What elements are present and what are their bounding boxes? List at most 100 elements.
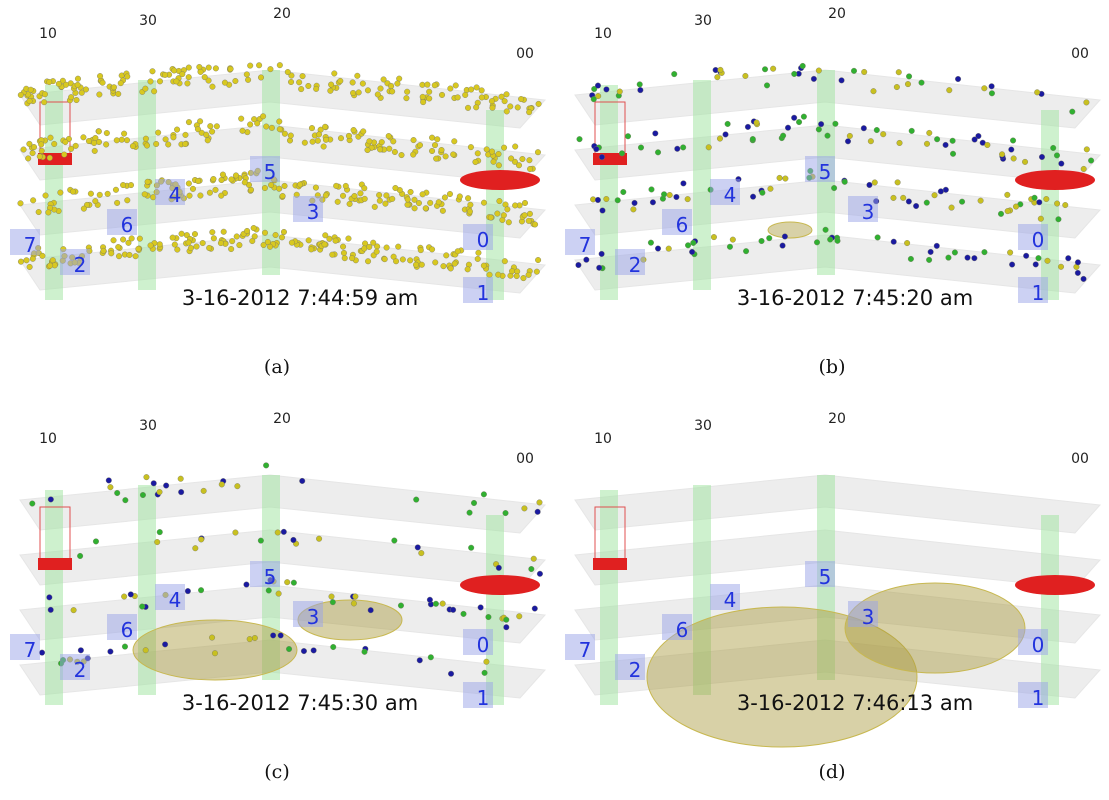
dot bbox=[346, 236, 352, 242]
dot bbox=[495, 211, 501, 217]
dot bbox=[106, 478, 112, 484]
dot bbox=[1069, 109, 1075, 115]
dot bbox=[68, 146, 74, 152]
dot bbox=[1081, 276, 1087, 282]
room-label: 4 bbox=[169, 588, 182, 612]
dot bbox=[310, 139, 316, 145]
dot bbox=[847, 133, 853, 139]
dot bbox=[932, 192, 938, 198]
dot bbox=[28, 87, 34, 93]
dot bbox=[750, 194, 756, 200]
dot bbox=[162, 72, 168, 78]
dot bbox=[41, 99, 47, 105]
dot bbox=[796, 119, 802, 125]
dot bbox=[262, 230, 268, 236]
dot bbox=[186, 181, 192, 187]
dot bbox=[121, 594, 127, 600]
dot bbox=[417, 142, 423, 148]
dot bbox=[105, 191, 111, 197]
dot bbox=[247, 122, 253, 128]
dot bbox=[91, 140, 97, 146]
dot bbox=[496, 565, 502, 571]
dot bbox=[389, 89, 395, 95]
dot bbox=[599, 251, 605, 257]
floor bbox=[575, 530, 1100, 588]
dot bbox=[900, 195, 906, 201]
dot bbox=[1032, 195, 1038, 201]
dot bbox=[450, 152, 456, 158]
dot bbox=[25, 156, 31, 162]
dot bbox=[96, 129, 102, 135]
dot bbox=[213, 187, 219, 193]
dot bbox=[186, 240, 192, 246]
dot bbox=[680, 145, 686, 151]
dot bbox=[467, 209, 473, 215]
dot bbox=[382, 256, 388, 262]
red-blob bbox=[38, 558, 72, 570]
dot bbox=[481, 492, 487, 498]
dot bbox=[352, 193, 358, 199]
dot bbox=[842, 179, 848, 185]
dot bbox=[891, 239, 897, 245]
dot bbox=[171, 135, 177, 141]
dot bbox=[143, 647, 149, 653]
dot bbox=[351, 601, 357, 607]
floor-label: 30 bbox=[694, 13, 712, 29]
room-label: 1 bbox=[477, 281, 490, 305]
dot bbox=[399, 152, 405, 158]
dot bbox=[392, 538, 398, 544]
dot bbox=[311, 648, 317, 654]
dot bbox=[144, 143, 150, 149]
dot bbox=[1054, 153, 1060, 159]
floor-label: 10 bbox=[39, 26, 57, 42]
dot bbox=[874, 127, 880, 133]
room-label: 7 bbox=[579, 233, 592, 257]
dot bbox=[211, 176, 217, 182]
dot bbox=[537, 571, 543, 577]
dot bbox=[323, 137, 329, 143]
dot bbox=[413, 262, 419, 268]
dot bbox=[465, 195, 471, 201]
dot bbox=[48, 607, 54, 613]
dot bbox=[386, 146, 392, 152]
dot bbox=[604, 196, 610, 202]
dot bbox=[140, 492, 146, 498]
dot bbox=[187, 193, 193, 199]
dot bbox=[145, 179, 151, 185]
dot bbox=[536, 101, 542, 107]
dot bbox=[365, 258, 371, 264]
dot bbox=[861, 69, 867, 75]
dot bbox=[785, 125, 791, 131]
dot bbox=[27, 141, 33, 147]
dot bbox=[108, 649, 114, 655]
dot bbox=[362, 649, 368, 655]
dot bbox=[244, 582, 250, 588]
dot bbox=[661, 191, 667, 197]
dot bbox=[455, 95, 461, 101]
dot bbox=[384, 245, 390, 251]
dot bbox=[405, 202, 411, 208]
dot bbox=[496, 162, 502, 168]
dot bbox=[433, 156, 439, 162]
dot bbox=[723, 132, 729, 138]
dot bbox=[690, 240, 696, 246]
dot bbox=[439, 92, 445, 98]
dot bbox=[457, 194, 463, 200]
dot bbox=[143, 136, 149, 142]
dot bbox=[210, 229, 216, 235]
column bbox=[1041, 515, 1059, 705]
dot bbox=[200, 240, 206, 246]
dot bbox=[97, 92, 103, 98]
dot bbox=[128, 592, 134, 598]
dot bbox=[867, 182, 873, 188]
room-label: 0 bbox=[477, 228, 490, 252]
dot bbox=[783, 176, 789, 182]
dot bbox=[353, 594, 359, 600]
dot bbox=[296, 79, 302, 85]
panel: 72645301103020003-16-2012 7:45:30 am(c) bbox=[10, 411, 545, 783]
dot bbox=[503, 617, 509, 623]
dot bbox=[288, 133, 294, 139]
dot bbox=[154, 539, 160, 545]
dot bbox=[833, 121, 839, 127]
dot bbox=[372, 204, 378, 210]
